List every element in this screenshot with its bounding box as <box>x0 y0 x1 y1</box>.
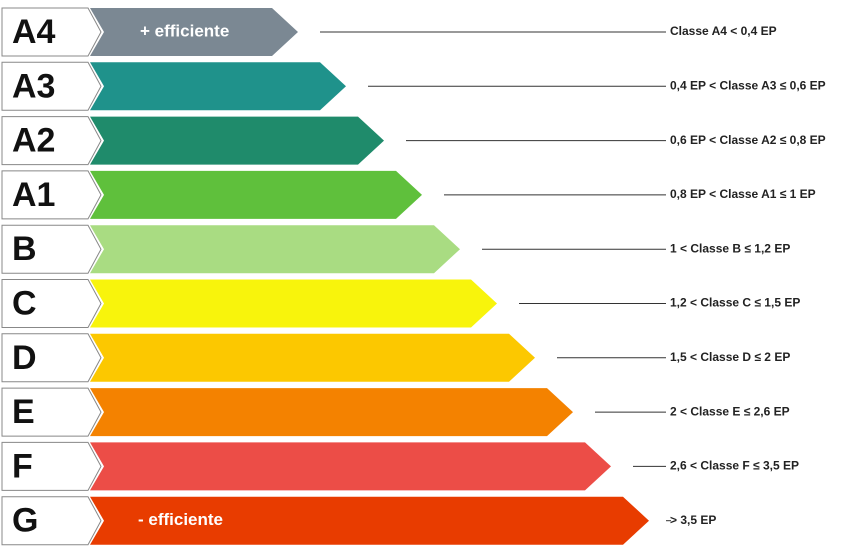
class-bar <box>90 62 346 111</box>
class-bar <box>90 496 649 545</box>
class-label-box <box>1 170 102 220</box>
class-label: B <box>12 230 37 268</box>
class-range: Classe A4 < 0,4 EP <box>670 24 777 38</box>
class-label-box <box>1 116 102 166</box>
class-label-box <box>1 387 102 437</box>
class-label: A1 <box>12 176 55 214</box>
class-label: F <box>12 447 33 485</box>
class-label: A2 <box>12 122 55 160</box>
class-range: 0,6 EP < Classe A2 ≤ 0,8 EP <box>670 133 826 147</box>
class-label-box <box>1 7 102 57</box>
class-range: 1,2 < Classe C ≤ 1,5 EP <box>670 296 800 310</box>
class-label-box <box>1 61 102 111</box>
class-label-box <box>1 279 102 328</box>
class-label: A3 <box>12 67 55 105</box>
class-bar <box>90 388 573 437</box>
class-label-box <box>1 224 102 274</box>
class-range: 1,5 < Classe D ≤ 2 EP <box>670 350 790 364</box>
bar-text: - efficiente <box>138 510 223 529</box>
class-range: 0,8 EP < Classe A1 ≤ 1 EP <box>670 187 816 201</box>
class-label: D <box>12 339 37 377</box>
class-range: 2 < Classe E ≤ 2,6 EP <box>670 404 790 418</box>
class-label-box <box>1 441 102 491</box>
class-bar <box>90 279 497 328</box>
class-bar <box>90 8 298 56</box>
class-label: C <box>12 284 37 322</box>
class-label: A4 <box>12 13 56 51</box>
class-range: 1 < Classe B ≤ 1,2 EP <box>670 241 790 255</box>
class-range: 0,4 EP < Classe A3 ≤ 0,6 EP <box>670 78 826 92</box>
class-label: G <box>12 502 38 540</box>
class-bar <box>90 116 384 165</box>
class-bar <box>90 333 535 382</box>
class-bar <box>90 170 422 219</box>
class-bar <box>90 225 460 274</box>
class-label-box <box>1 333 102 383</box>
class-bar <box>90 442 611 491</box>
class-range: 2,6 < Classe F ≤ 3,5 EP <box>670 459 799 473</box>
bar-text: + efficiente <box>140 21 229 40</box>
class-range: > 3,5 EP <box>670 513 716 527</box>
class-label: E <box>12 393 35 431</box>
class-label-box <box>1 496 102 546</box>
